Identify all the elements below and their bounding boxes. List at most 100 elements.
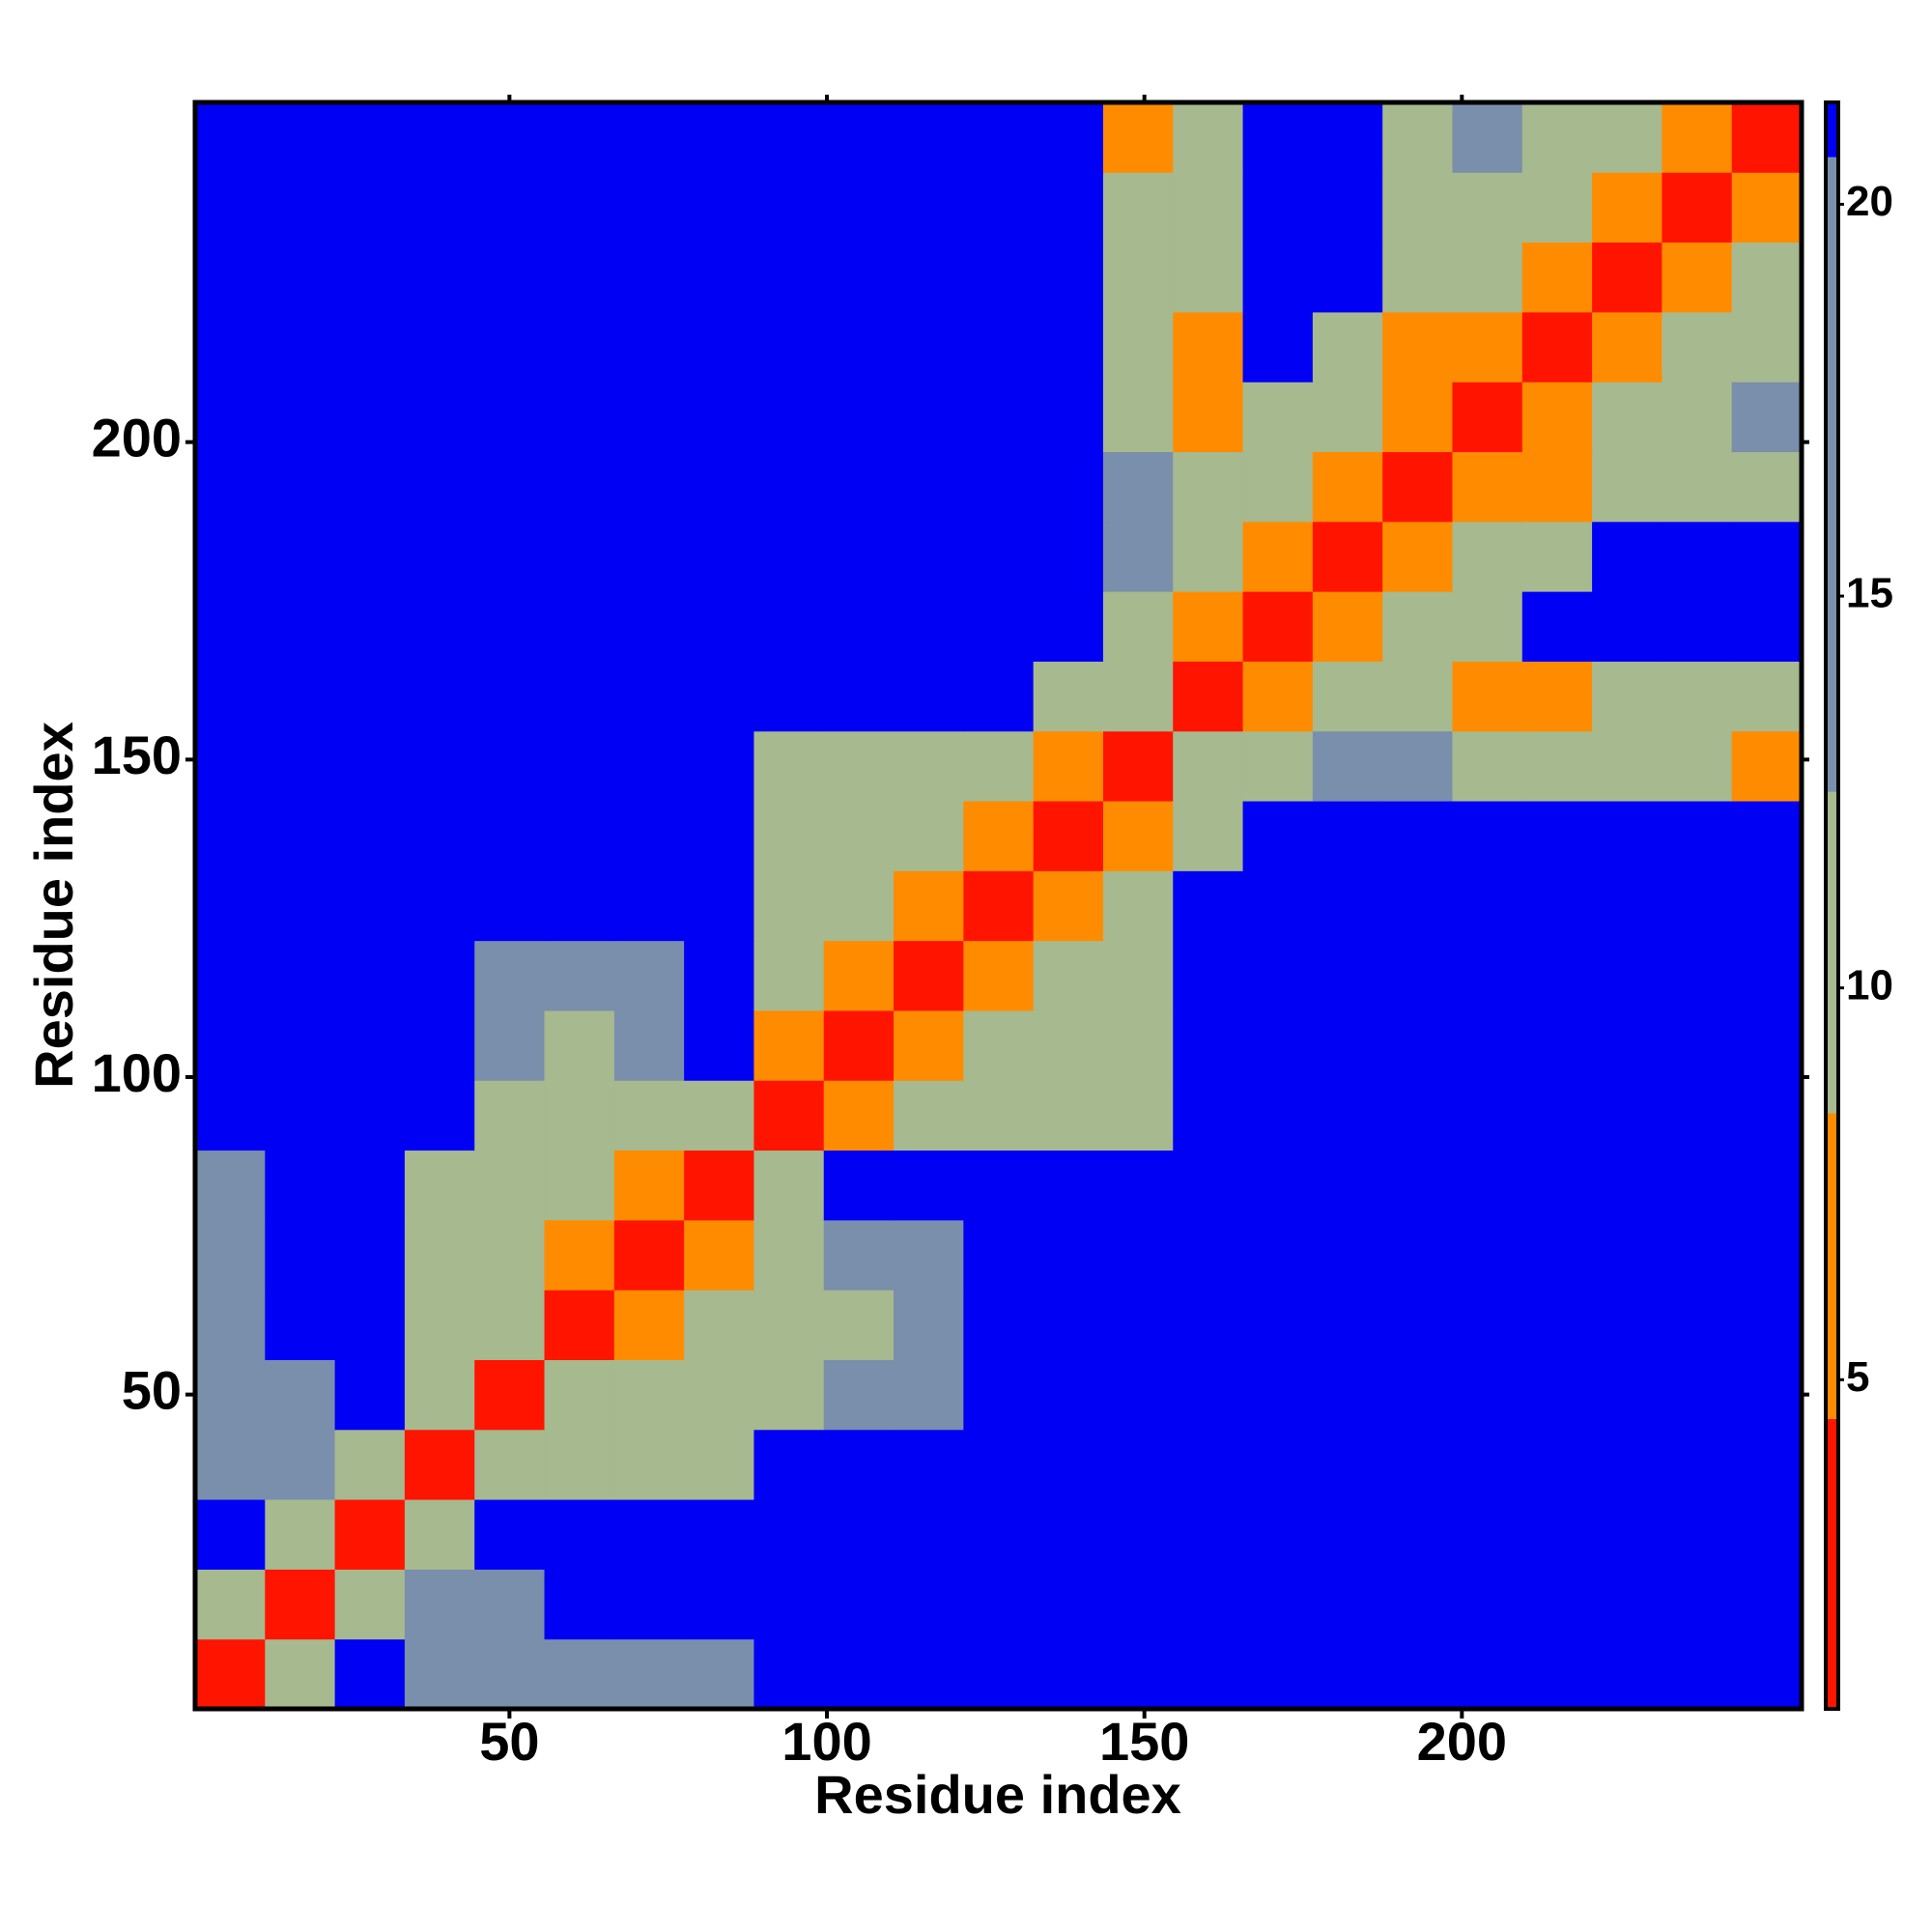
heatmap-cell <box>1731 382 1803 453</box>
heatmap-cell <box>1033 382 1104 453</box>
heatmap-cell <box>753 870 825 942</box>
heatmap-cell <box>1312 172 1383 243</box>
heatmap-cell <box>1662 801 1733 871</box>
colorbar-band <box>1826 1418 1838 1709</box>
heatmap-cell <box>684 1219 754 1291</box>
heatmap-cell <box>1662 1569 1733 1640</box>
heatmap-cell <box>613 242 685 313</box>
heatmap-cell <box>544 870 615 942</box>
heatmap-cell <box>613 1009 685 1081</box>
heatmap-cell <box>963 591 1035 662</box>
heatmap-cell <box>1521 1569 1593 1640</box>
heatmap-cell <box>474 1569 546 1640</box>
heatmap-cell <box>1452 870 1523 942</box>
heatmap-cell <box>544 1080 615 1151</box>
heatmap-cell <box>1242 1499 1314 1570</box>
heatmap-cell <box>894 870 964 942</box>
heatmap-cell <box>1592 521 1662 592</box>
heatmap-cell <box>963 661 1035 732</box>
heatmap-cell <box>334 102 406 173</box>
heatmap-cell <box>1452 242 1523 313</box>
heatmap-cell <box>1312 591 1383 662</box>
heatmap-cell <box>195 1009 266 1081</box>
heatmap-cell <box>1173 730 1244 802</box>
heatmap-cell <box>474 242 546 313</box>
colorbar-tick-label: 15 <box>1846 570 1893 617</box>
heatmap-cell <box>823 102 895 173</box>
heatmap-cell <box>195 1080 266 1151</box>
heatmap-cell <box>1312 311 1383 383</box>
heatmap-cell <box>1382 382 1453 453</box>
heatmap-cell <box>753 1499 825 1570</box>
heatmap-cell <box>1312 870 1383 942</box>
heatmap-cell <box>1521 451 1593 523</box>
heatmap-cell <box>1521 521 1593 592</box>
heatmap-cell <box>613 172 685 243</box>
heatmap-cell <box>1102 1290 1174 1360</box>
heatmap-cell <box>1592 1219 1662 1291</box>
heatmap-cell <box>265 451 336 523</box>
heatmap-cell <box>684 451 754 523</box>
heatmap-cell <box>334 1638 406 1710</box>
heatmap-cell <box>1242 1359 1314 1431</box>
heatmap-cell <box>613 801 685 871</box>
colorbar-band <box>1826 102 1838 157</box>
heatmap-cell <box>1173 1429 1244 1500</box>
heatmap-cell <box>1592 1638 1662 1710</box>
heatmap-cell <box>613 1219 685 1291</box>
heatmap-cell <box>823 661 895 732</box>
heatmap-cell <box>753 1219 825 1291</box>
heatmap-cell <box>1662 102 1733 173</box>
heatmap-cell <box>404 661 475 732</box>
heatmap-cell <box>753 242 825 313</box>
heatmap-cell <box>963 1359 1035 1431</box>
heatmap-cell <box>334 1569 406 1640</box>
heatmap-cell <box>1033 311 1104 383</box>
heatmap-cell <box>1242 311 1314 383</box>
heatmap-cell <box>1102 242 1174 313</box>
heatmap-cell <box>823 870 895 942</box>
heatmap-cell <box>1662 311 1733 383</box>
heatmap-cell <box>823 172 895 243</box>
heatmap-cell <box>195 661 266 732</box>
heatmap-cell <box>1102 382 1174 453</box>
heatmap-cell <box>1662 1359 1733 1431</box>
heatmap-cell <box>1731 1359 1803 1431</box>
heatmap-cell <box>544 730 615 802</box>
heatmap-cell <box>1033 102 1104 173</box>
heatmap-cell <box>1662 1009 1733 1081</box>
heatmap-cell <box>1521 1150 1593 1221</box>
heatmap-cell <box>1452 1219 1523 1291</box>
heatmap-cell <box>1382 661 1453 732</box>
heatmap-cell <box>1312 661 1383 732</box>
heatmap-cell <box>1592 311 1662 383</box>
heatmap-cell <box>265 1569 336 1640</box>
heatmap-cell <box>404 870 475 942</box>
heatmap-cell <box>265 102 336 173</box>
heatmap-cell <box>1173 382 1244 453</box>
heatmap-cell <box>963 1569 1035 1640</box>
heatmap-cell <box>1242 1080 1314 1151</box>
heatmap-cell <box>1173 1009 1244 1081</box>
heatmap-cell <box>613 1290 685 1360</box>
heatmap-cell <box>1102 1009 1174 1081</box>
heatmap-cell <box>1173 172 1244 243</box>
heatmap-cell <box>684 1290 754 1360</box>
heatmap-cell <box>1731 1638 1803 1710</box>
heatmap-cell <box>544 451 615 523</box>
colorbar-frame <box>1824 100 1840 1711</box>
heatmap-cell <box>334 1290 406 1360</box>
heatmap-cell <box>894 1009 964 1081</box>
heatmap-cell <box>1242 1150 1314 1221</box>
heatmap-cell <box>1731 1429 1803 1500</box>
heatmap-cell <box>334 801 406 871</box>
colorbar-band <box>1826 791 1838 1114</box>
heatmap-cell <box>1033 242 1104 313</box>
heatmap-cell <box>1033 1080 1104 1151</box>
heatmap-cell <box>823 1359 895 1431</box>
heatmap-cell <box>474 1499 546 1570</box>
heatmap-cell <box>1662 521 1733 592</box>
heatmap-cell <box>195 1219 266 1291</box>
heatmap-cell <box>1452 1080 1523 1151</box>
heatmap-cell <box>334 591 406 662</box>
